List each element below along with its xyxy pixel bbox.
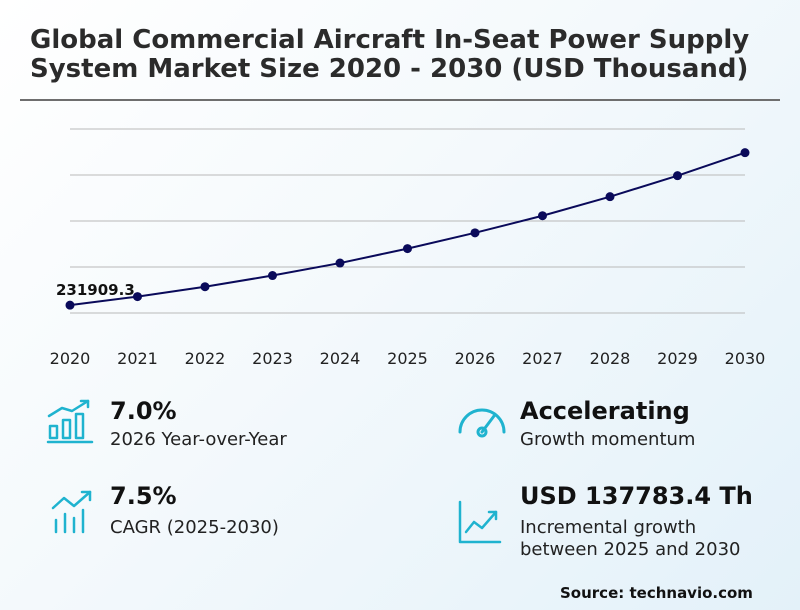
bar-growth-icon xyxy=(46,399,94,444)
incremental-value: USD 137783.4 Th xyxy=(520,482,753,510)
data-point xyxy=(605,192,615,202)
x-tick-label: 2030 xyxy=(725,349,766,368)
momentum-label: Growth momentum xyxy=(520,429,696,450)
yoy-label: 2026 Year-over-Year xyxy=(110,429,287,450)
data-point xyxy=(740,148,750,158)
title-divider xyxy=(20,99,780,101)
data-point xyxy=(200,282,210,292)
x-tick-label: 2025 xyxy=(387,349,428,368)
data-point xyxy=(65,300,75,310)
cagr-label: CAGR (2025-2030) xyxy=(110,517,279,538)
x-tick-label: 2020 xyxy=(50,349,91,368)
x-tick-label: 2022 xyxy=(185,349,226,368)
x-tick-label: 2024 xyxy=(320,349,361,368)
yoy-value: 7.0% xyxy=(110,397,177,425)
data-point xyxy=(538,211,547,221)
x-tick-label: 2023 xyxy=(252,349,293,368)
data-point xyxy=(673,171,682,181)
incremental-label-line2: between 2025 and 2030 xyxy=(520,539,741,560)
line-chart: 2020 2021 2022 2023 2024 2025 2026 2027 2028 2029… xyxy=(50,128,766,368)
data-point xyxy=(470,228,480,238)
x-tick-label: 2029 xyxy=(657,349,698,368)
data-point xyxy=(335,258,345,268)
data-point xyxy=(403,244,412,254)
x-tick-label: 2028 xyxy=(590,349,631,368)
x-tick-label: 2027 xyxy=(522,349,563,368)
data-point xyxy=(133,292,142,302)
chart-title: Global Commercial Aircraft In-Seat Power… xyxy=(30,25,750,84)
line-chart-icon xyxy=(458,500,502,544)
cagr-value: 7.5% xyxy=(110,482,177,510)
series-line xyxy=(69,151,746,307)
source-credit: Source: technavio.com xyxy=(560,584,753,602)
momentum-value: Accelerating xyxy=(520,397,690,425)
gauge-icon xyxy=(458,408,506,438)
trend-bars-icon xyxy=(51,490,92,534)
data-point xyxy=(268,271,277,281)
x-tick-label: 2021 xyxy=(117,349,158,368)
data-label: 231909.3 xyxy=(56,281,135,299)
incremental-label-line1: Incremental growth xyxy=(520,517,697,538)
x-tick-label: 2026 xyxy=(455,349,496,368)
